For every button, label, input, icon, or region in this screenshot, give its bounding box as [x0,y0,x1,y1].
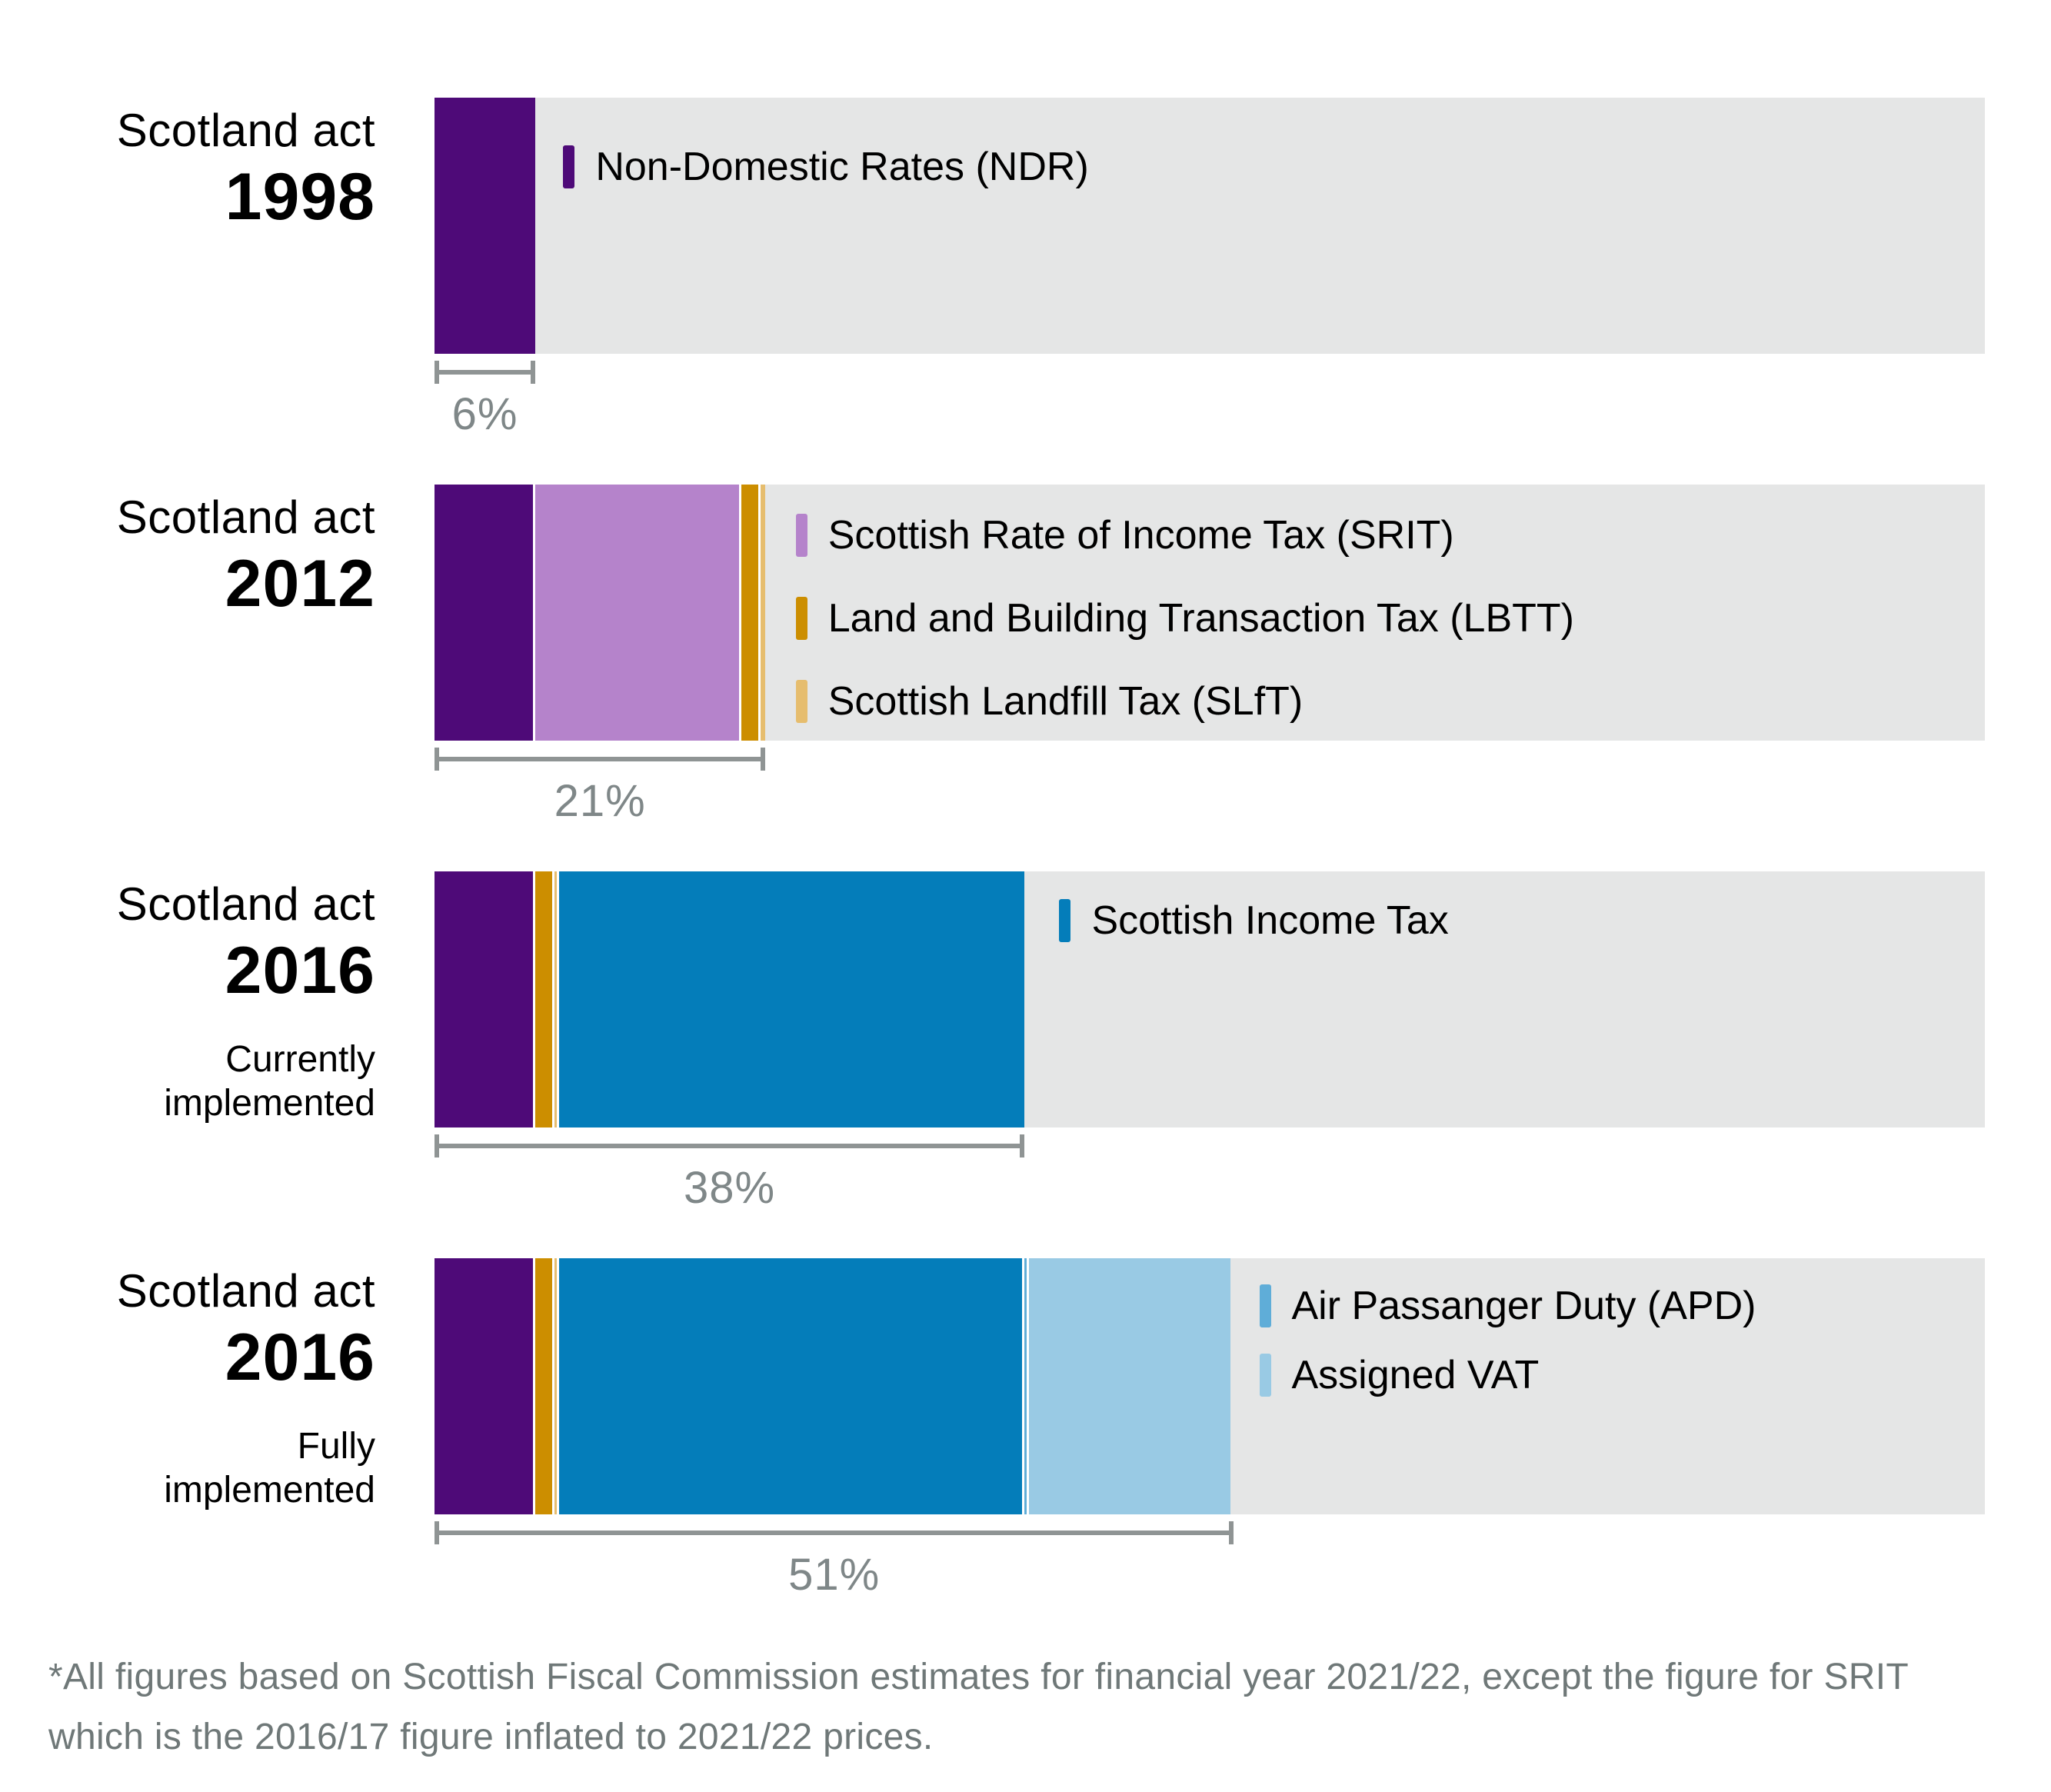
legend: Air Passanger Duty (APD) Assigned VAT [1259,1283,1756,1398]
legend-label: Land and Building Transaction Tax (LBTT) [827,596,1574,641]
bar-segment-srit [535,485,742,741]
bar-segment-ndr [435,1258,536,1514]
legend: Scottish Income Tax [1059,898,1449,944]
bar-measure: 21% [435,748,766,827]
bar-segment-slft [761,485,766,741]
total-percent-label: 21% [554,776,646,826]
row-label: Scotland act 2016 Currently implemented [0,876,375,1125]
legend-swatch-lbtt [795,597,807,640]
row-label-year: 1998 [225,160,375,234]
bar-segment-vat [1029,1258,1231,1514]
legend-swatch-ndr [563,145,575,188]
row-label-act: Scotland act [116,1265,375,1317]
measure-bracket [435,1134,1025,1157]
total-percent-label: 51% [788,1550,881,1600]
bar-segment-apd [1024,1258,1030,1514]
legend-item: Land and Building Transaction Tax (LBTT) [795,595,1574,641]
bar-area: Scottish Rate of Income Tax (SRIT) Land a… [435,485,1985,827]
row-label-act: Scotland act [116,491,375,543]
bar-area: Scottish Income Tax 38% [435,871,1985,1214]
bar-segment-slft [554,1258,560,1514]
legend-item: Assigned VAT [1259,1352,1756,1398]
bar-segment-lbtt [535,871,555,1127]
bar-track: Air Passanger Duty (APD) Assigned VAT [435,1258,1985,1514]
row-label: Scotland act 2016 Fully implemented [0,1263,375,1512]
legend-swatch-slft [795,680,807,723]
legend-label: Scottish Rate of Income Tax (SRIT) [827,513,1454,558]
bar-segment-slft [554,871,560,1127]
legend-swatch-srit [795,514,807,557]
legend-swatch-apd [1259,1284,1271,1327]
bar-track: Scottish Rate of Income Tax (SRIT) Land a… [435,485,1985,741]
row-label-year: 2016 [225,1321,375,1394]
row-label-act: Scotland act [116,878,375,930]
bracket-line [435,1144,1025,1148]
row-label-year: 2016 [225,934,375,1008]
bar-segment-ndr [435,98,536,354]
bar-track: Scottish Income Tax [435,871,1985,1127]
bar-segment-lbtt [741,485,761,741]
legend-item: Scottish Landfill Tax (SLfT) [795,678,1574,724]
legend-label: Air Passanger Duty (APD) [1291,1284,1756,1328]
legend-item: Scottish Income Tax [1059,898,1449,944]
row-label-act: Scotland act [116,105,375,156]
row-label-sub2: implemented [164,1083,375,1124]
row-label-sub1: Currently [225,1039,375,1080]
legend-item: Air Passanger Duty (APD) [1259,1283,1756,1329]
bar-area: Air Passanger Duty (APD) Assigned VAT 51% [435,1258,1985,1600]
legend-label: Scottish Landfill Tax (SLfT) [827,679,1304,724]
bar-measure: 6% [435,361,536,440]
row-label-sub1: Fully [297,1426,375,1467]
bracket-tick-right [1229,1521,1234,1544]
bar-segment-sit [559,871,1025,1127]
legend-item: Scottish Rate of Income Tax (SRIT) [795,512,1574,558]
measure-bracket [435,748,766,771]
bracket-tick-right [1020,1134,1025,1157]
legend-item: Non-Domestic Rates (NDR) [563,144,1089,190]
bracket-tick-right [761,748,766,771]
total-percent-label: 6% [451,389,518,439]
bracket-line [435,1531,1234,1535]
legend-swatch-vat [1259,1354,1271,1397]
row-label-sub2: implemented [164,1470,375,1511]
bracket-tick-right [531,361,536,384]
legend-label: Non-Domestic Rates (NDR) [595,145,1089,189]
bar-segment-lbtt [535,1258,555,1514]
bar-track: Non-Domestic Rates (NDR) [435,98,1985,354]
row-label: Scotland act 1998 [0,102,375,235]
bar-segment-ndr [435,485,536,741]
measure-bracket [435,361,536,384]
bracket-line [435,757,766,761]
legend-label: Assigned VAT [1291,1353,1540,1397]
legend: Scottish Rate of Income Tax (SRIT) Land a… [795,512,1574,724]
measure-bracket [435,1521,1234,1544]
row-label-year: 2012 [225,547,375,621]
bar-area: Non-Domestic Rates (NDR) 6% [435,98,1985,440]
legend-swatch-sit [1059,899,1071,942]
bar-segment-sit [559,1258,1025,1514]
total-percent-label: 38% [683,1163,776,1213]
bar-measure: 51% [435,1521,1234,1600]
legend: Non-Domestic Rates (NDR) [563,144,1089,190]
footnote: *All figures based on Scottish Fiscal Co… [48,1657,1909,1757]
legend-label: Scottish Income Tax [1091,898,1449,943]
bar-measure: 38% [435,1134,1025,1214]
row-label: Scotland act 2012 [0,489,375,621]
bar-segment-ndr [435,871,536,1127]
bracket-line [435,370,536,375]
